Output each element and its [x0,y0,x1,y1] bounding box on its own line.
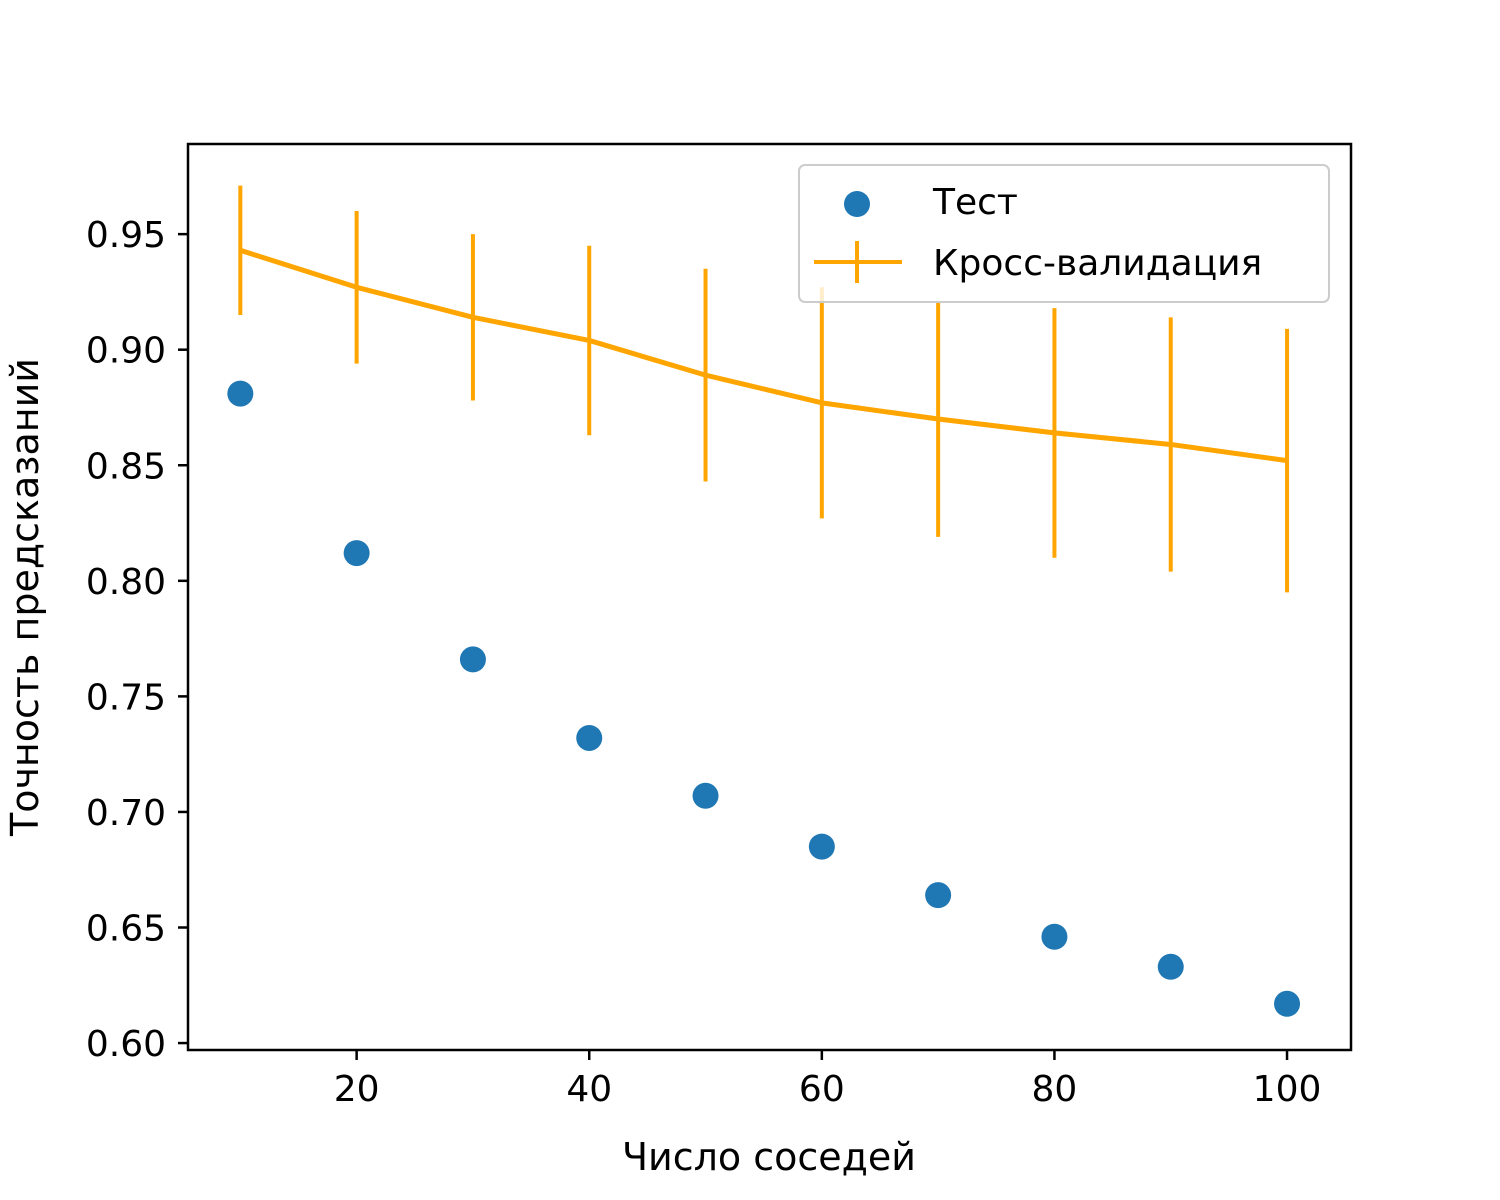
legend-marker-test [844,191,870,217]
test-point-2 [459,646,486,673]
x-tick-label-20: 20 [334,1069,380,1110]
y-tick-label-0.75: 0.75 [86,677,166,718]
test-point-4 [692,782,719,809]
x-tick-label-80: 80 [1032,1069,1078,1110]
x-tick-label-40: 40 [566,1069,612,1110]
y-axis-label: Точность предсказаний [3,358,47,837]
y-tick-label-0.95: 0.95 [86,215,166,256]
x-tick-label-60: 60 [799,1069,845,1110]
plot-area [227,185,1301,1017]
axes-frame [186,142,1353,1052]
test-point-9 [1274,990,1301,1017]
y-tick-label-0.65: 0.65 [86,909,166,950]
axes: 20 40 60 80 100 0.60 0.65 0.70 0.75 0.80 0.85 0.90 0… [86,142,1353,1110]
test-point-1 [343,540,370,567]
test-point-0 [227,380,254,407]
legend-label-test: Тест [932,182,1018,223]
test-point-5 [808,833,835,860]
y-tick-label-0.90: 0.90 [86,331,166,372]
y-tick-label-0.85: 0.85 [86,446,166,487]
x-tick-label-100: 100 [1253,1069,1322,1110]
test-point-6 [925,882,952,909]
x-axis-label: Число соседей [622,1135,916,1179]
test-point-8 [1157,953,1184,980]
cross-validation-line [239,247,1288,464]
y-tick-label-0.80: 0.80 [86,562,166,603]
legend: Тест Кросс-валидация [798,164,1330,303]
test-point-3 [576,724,603,751]
test-point-7 [1041,923,1068,950]
legend-box [798,164,1330,303]
y-tick-label-0.70: 0.70 [86,793,166,834]
y-tick-label-0.60: 0.60 [86,1024,166,1065]
legend-label-cross-validation: Кросс-валидация [933,243,1262,284]
